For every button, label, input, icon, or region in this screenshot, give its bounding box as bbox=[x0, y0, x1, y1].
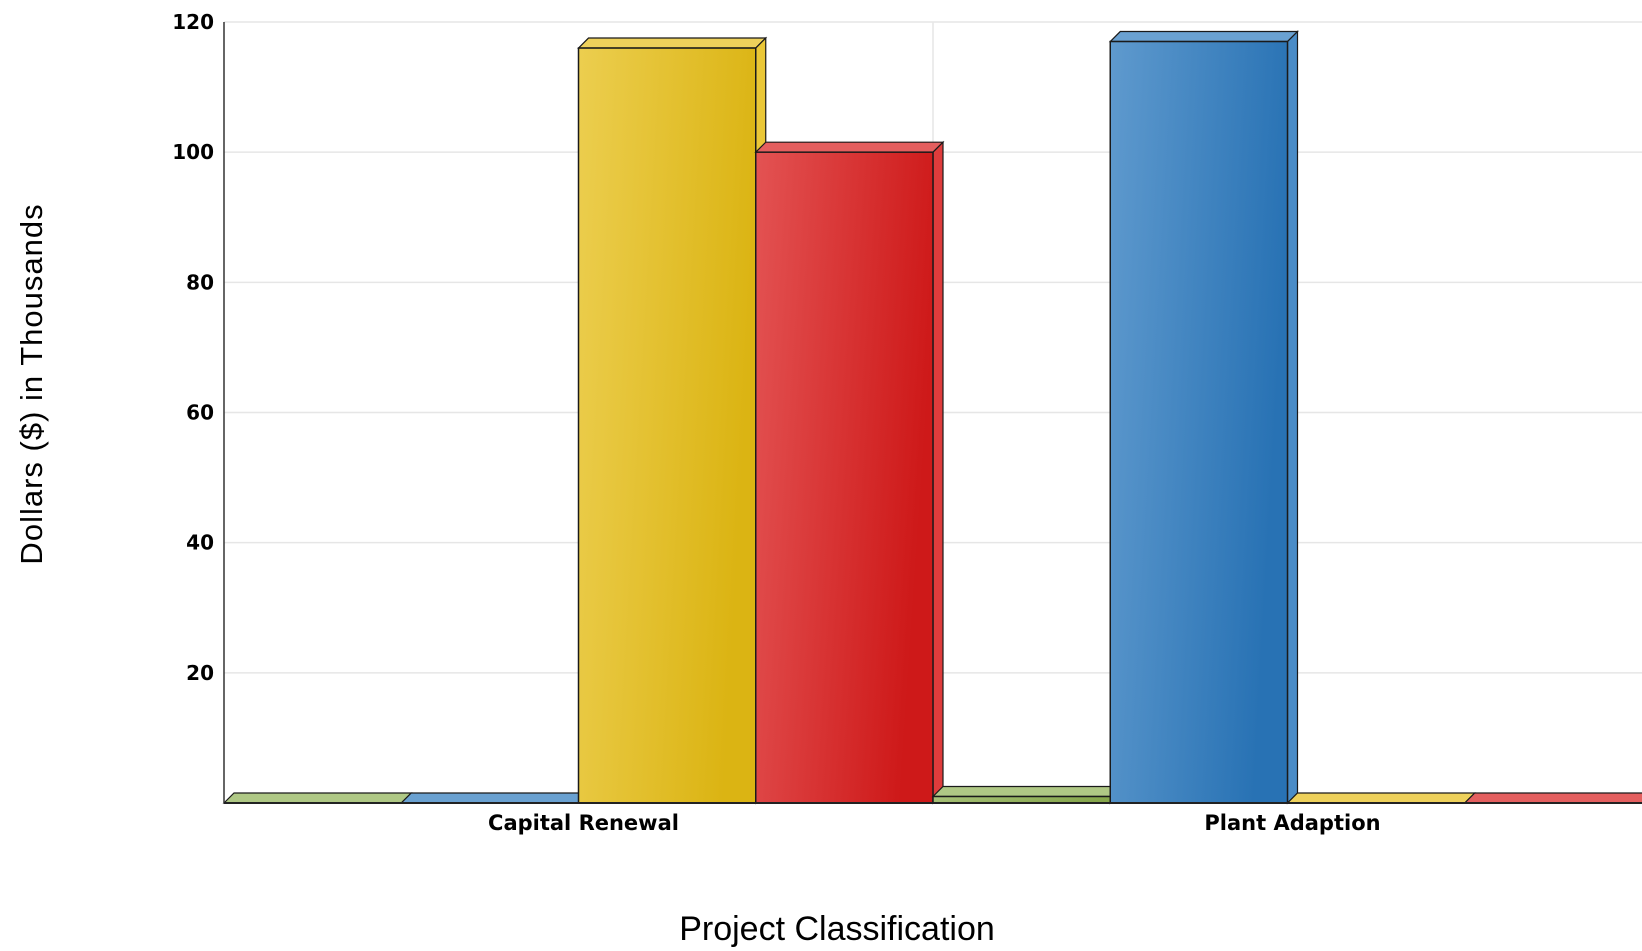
bar-top-face bbox=[1463, 792, 1642, 804]
bar-side-face bbox=[1286, 30, 1299, 805]
bar-top-face bbox=[577, 37, 768, 49]
y-tick-label: 40 bbox=[186, 531, 214, 555]
y-tick-label: 120 bbox=[172, 10, 214, 34]
bar-top-face bbox=[754, 141, 945, 153]
bar-front-face bbox=[577, 47, 757, 804]
bar-top-face bbox=[1286, 792, 1477, 804]
bar-front-face bbox=[1109, 40, 1289, 804]
bar bbox=[399, 792, 590, 804]
bar bbox=[931, 785, 1122, 805]
bar bbox=[1108, 30, 1299, 805]
x-axis-title: Project Classification bbox=[679, 910, 995, 948]
bar bbox=[222, 792, 413, 804]
x-category-label: Plant Adaption bbox=[1204, 811, 1380, 835]
bar-top-face bbox=[222, 792, 413, 804]
y-tick-label: 100 bbox=[172, 140, 214, 164]
bar-front-face bbox=[755, 151, 934, 804]
y-tick-label: 20 bbox=[186, 661, 214, 685]
bar bbox=[1463, 792, 1642, 804]
axes bbox=[223, 22, 1642, 804]
bar-top-face bbox=[931, 785, 1122, 798]
bar bbox=[754, 140, 945, 805]
x-category-label: Capital Renewal bbox=[488, 811, 679, 835]
bar-top-face bbox=[399, 792, 590, 804]
y-tick-labels: 20 40 60 80 100 120 bbox=[172, 10, 214, 685]
x-category-labels: Capital Renewal Plant Adaption bbox=[488, 811, 1381, 835]
bars bbox=[222, 30, 1642, 805]
bar-side-face bbox=[932, 140, 944, 805]
bar bbox=[577, 36, 768, 805]
bar-top-face bbox=[1108, 30, 1299, 43]
y-axis-title: Dollars ($) in Thousands bbox=[14, 203, 49, 564]
bar bbox=[1286, 792, 1477, 804]
y-tick-label: 60 bbox=[186, 401, 214, 425]
y-tick-label: 80 bbox=[186, 270, 214, 294]
